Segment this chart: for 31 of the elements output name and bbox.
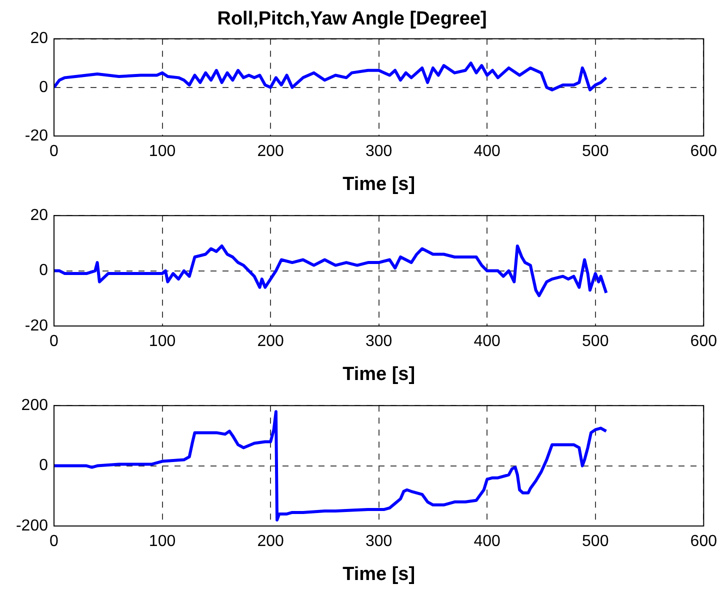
x-tick-label: 400 <box>474 143 501 160</box>
y-tick-label: -200 <box>16 517 48 534</box>
y-tick-label: -20 <box>24 317 48 334</box>
y-tick-label: 0 <box>39 78 48 96</box>
x-tick-label: 300 <box>365 333 392 350</box>
x-tick-label: 100 <box>148 533 176 550</box>
chart-title: Roll,Pitch,Yaw Angle [Degree] <box>217 8 487 30</box>
x-tick-label: 500 <box>582 143 609 160</box>
y-tick-label: 20 <box>30 207 48 224</box>
x-tick-label: 500 <box>582 533 609 550</box>
x-tick-label: 400 <box>474 533 501 550</box>
y-tick-label: 0 <box>39 457 48 474</box>
y-tick-label: 0 <box>39 262 48 280</box>
x-tick-label: 200 <box>257 143 284 160</box>
y-tick-label: -20 <box>24 127 48 144</box>
x-tick-label: 100 <box>148 143 176 160</box>
x-tick-label: 500 <box>582 333 609 350</box>
x-tick-label: 600 <box>690 333 718 350</box>
x-tick-label: 200 <box>257 333 284 350</box>
x-tick-label: 600 <box>690 143 718 160</box>
x-tick-label: 400 <box>474 333 501 350</box>
x-axis-title: Time [s] <box>342 174 416 195</box>
x-axis-title: Time [s] <box>342 564 416 585</box>
x-tick-label: 200 <box>257 533 284 550</box>
y-tick-label: 200 <box>21 397 48 414</box>
x-tick-label: 100 <box>148 333 176 350</box>
x-tick-label: 600 <box>690 533 718 550</box>
y-tick-label: 20 <box>30 30 48 48</box>
x-tick-label: 300 <box>365 143 392 160</box>
x-axis-title: Time [s] <box>342 364 416 385</box>
x-tick-label: 300 <box>365 533 392 550</box>
